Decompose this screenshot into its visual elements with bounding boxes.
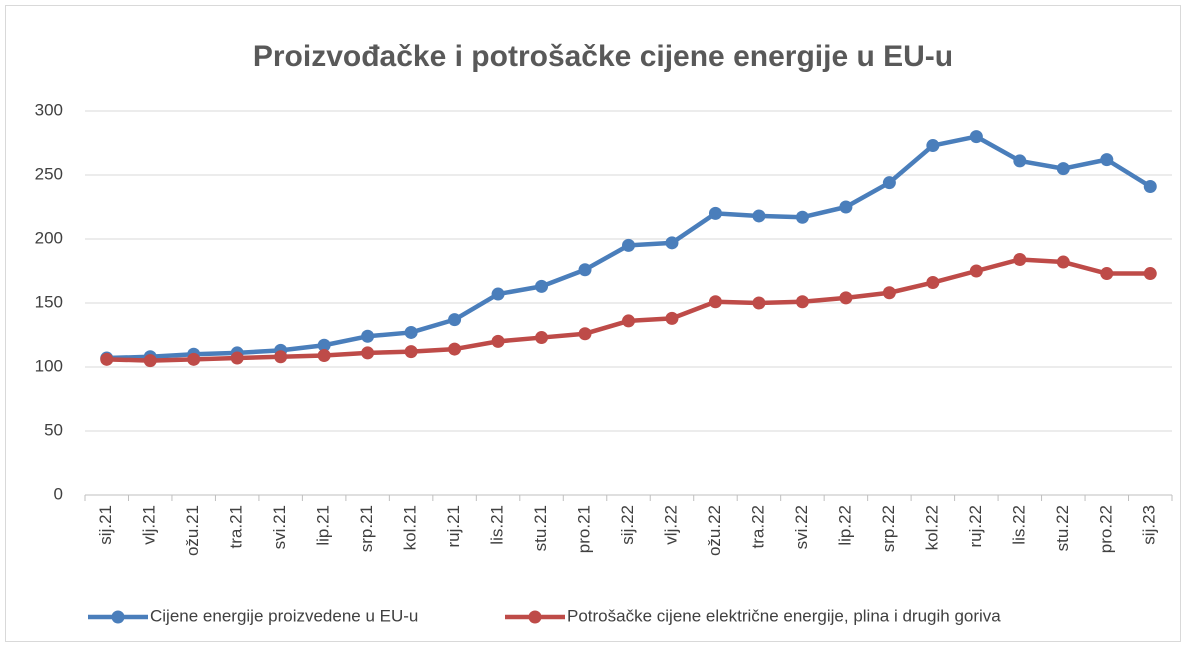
x-tick-label: kol.21 <box>401 505 420 550</box>
data-point <box>1056 255 1070 269</box>
data-point <box>969 130 983 144</box>
x-tick-label: vlj.21 <box>140 505 159 545</box>
data-point <box>448 313 462 327</box>
chart-title: Proizvođačke i potrošačke cijene energij… <box>253 40 953 73</box>
data-point <box>578 327 592 341</box>
data-point <box>1143 267 1157 281</box>
data-point <box>752 209 766 223</box>
data-point <box>1056 162 1070 176</box>
x-tick-label: vlj.22 <box>661 505 680 545</box>
data-point <box>882 286 896 300</box>
data-point <box>578 263 592 277</box>
data-point <box>622 238 635 252</box>
data-point <box>795 295 809 309</box>
data-point <box>535 279 549 293</box>
data-point <box>491 287 505 301</box>
legend-marker <box>528 610 542 624</box>
x-tick-label: srp.22 <box>879 505 898 552</box>
x-tick-label: sij.21 <box>96 505 115 545</box>
x-tick-label: srp.21 <box>357 505 376 552</box>
data-point <box>317 338 331 352</box>
data-point <box>665 311 679 325</box>
legend-label: Cijene energije proizvedene u EU-u <box>150 606 418 625</box>
data-point <box>1013 154 1027 168</box>
data-point <box>882 176 896 190</box>
y-tick-label: 100 <box>35 356 63 375</box>
x-tick-label: stu.21 <box>531 505 550 551</box>
data-point <box>535 331 549 345</box>
data-point <box>839 200 853 214</box>
x-tick-label: pro.21 <box>575 505 594 553</box>
data-point <box>491 334 505 348</box>
x-tick-label: tra.22 <box>748 505 767 548</box>
data-point <box>622 314 635 328</box>
x-tick-label: ožu.21 <box>183 505 202 556</box>
data-point <box>926 139 940 153</box>
x-tick-label: sij.22 <box>618 505 637 545</box>
x-tick-label: lis.21 <box>488 505 507 545</box>
data-point <box>404 345 418 359</box>
data-point <box>361 329 375 343</box>
legend-label: Potrošačke cijene električne energije, p… <box>567 606 1001 625</box>
x-tick-label: kol.22 <box>922 505 941 550</box>
data-point <box>317 348 331 362</box>
x-tick-label: ruj.21 <box>444 505 463 548</box>
x-tick-label: svi.21 <box>270 505 289 549</box>
data-point <box>274 350 288 364</box>
data-point <box>752 296 766 310</box>
data-point <box>969 264 983 278</box>
x-tick-label: pro.22 <box>1096 505 1115 553</box>
x-tick-label: lip.21 <box>314 505 333 546</box>
data-point <box>665 236 679 250</box>
data-point <box>1100 267 1114 281</box>
data-point <box>1013 252 1027 266</box>
y-tick-label: 200 <box>35 228 63 247</box>
y-tick-label: 0 <box>54 484 63 503</box>
y-tick-label: 50 <box>44 420 63 439</box>
data-point <box>448 342 462 356</box>
data-point <box>230 351 244 365</box>
y-tick-label: 300 <box>35 100 63 119</box>
data-point <box>926 276 940 290</box>
data-point <box>361 346 375 360</box>
data-point <box>708 295 722 309</box>
data-point <box>795 210 809 224</box>
y-tick-label: 250 <box>35 164 63 183</box>
data-point <box>839 291 853 305</box>
x-tick-label: stu.22 <box>1053 505 1072 551</box>
data-point <box>100 352 114 366</box>
data-point <box>187 352 201 366</box>
x-tick-label: ruj.22 <box>966 505 985 548</box>
data-point <box>1100 153 1114 167</box>
data-point <box>143 354 157 368</box>
data-point <box>708 206 722 220</box>
x-tick-label: sij.23 <box>1140 505 1159 545</box>
data-point <box>404 325 418 339</box>
data-point <box>1143 180 1157 194</box>
x-tick-label: tra.21 <box>227 505 246 548</box>
x-tick-label: ožu.22 <box>705 505 724 556</box>
y-tick-label: 150 <box>35 292 63 311</box>
x-tick-label: lis.22 <box>1009 505 1028 545</box>
legend-marker <box>111 610 125 624</box>
x-tick-label: svi.22 <box>792 505 811 549</box>
x-tick-label: lip.22 <box>835 505 854 546</box>
